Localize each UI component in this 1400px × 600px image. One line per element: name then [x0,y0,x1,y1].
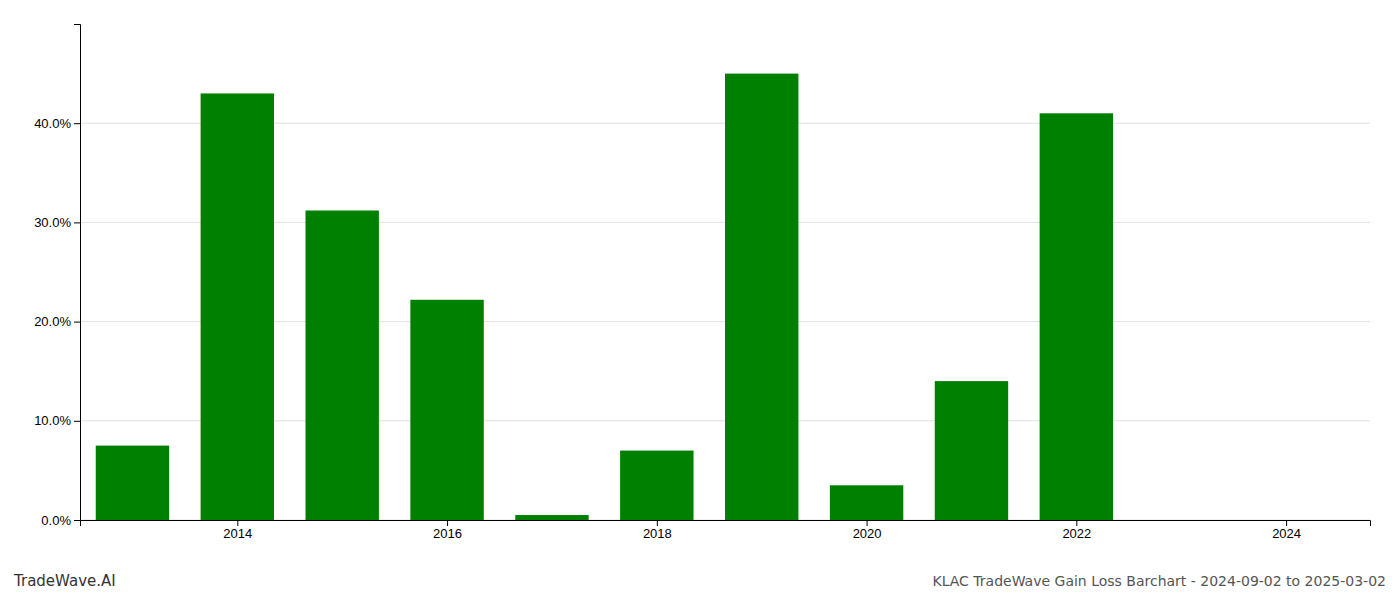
bar [935,381,1008,520]
x-tick-label: 2016 [433,526,462,541]
y-tick-label: 40.0% [34,116,71,131]
x-tick-mark [447,520,448,526]
x-tick-mark [657,520,658,526]
y-tick-label: 30.0% [34,215,71,230]
bar [96,446,169,520]
bar [620,451,693,520]
x-tick-label: 2022 [1062,526,1091,541]
y-tick: 10.0% [34,413,80,428]
x-tick-mark [237,520,238,526]
y-tick-mark [74,520,80,521]
x-tick-label: 2018 [643,526,672,541]
x-tick-label: 2024 [1272,526,1301,541]
x-tick: 2014 [223,520,252,541]
x-tick: 2020 [853,520,882,541]
x-tick: 2018 [643,520,672,541]
y-tick-mark [74,222,80,223]
y-tick: 20.0% [34,314,80,329]
bar [1040,113,1113,520]
y-tick-label: 10.0% [34,413,71,428]
plot: 0.0% 10.0% 20.0% 30.0% 40.0% 2014 2016 2018 2020… [34,25,1370,542]
x-tick-label: 2014 [223,526,252,541]
bar [1145,520,1218,521]
chart: 0.0% 10.0% 20.0% 30.0% 40.0% 2014 2016 2018 2020… [0,0,1400,600]
x-axis-line [81,521,1371,527]
y-tick: 0.0% [41,513,80,528]
bar [410,300,483,520]
y-tick-label: 0.0% [41,513,71,528]
x-tick-mark [1286,520,1287,526]
bar [201,93,274,520]
bar [305,210,378,520]
bar [515,515,588,520]
x-tick-mark [867,520,868,526]
y-axis-line [74,25,81,521]
y-tick-mark [74,421,80,422]
y-tick: 30.0% [34,215,80,230]
x-tick-label: 2020 [853,526,882,541]
y-axis: 0.0% 10.0% 20.0% 30.0% 40.0% [34,25,80,528]
watermark: TradeWave.AI [13,572,116,590]
y-tick-mark [74,322,80,323]
y-tick-label: 20.0% [34,314,71,329]
bar [725,74,798,520]
x-tick: 2016 [433,520,462,541]
bars [96,74,1113,520]
x-tick-mark [1076,520,1077,526]
x-axis: 2014 2016 2018 2020 2022 2024 [81,520,1371,541]
bar [830,485,903,520]
x-tick: 2024 [1272,520,1301,541]
y-tick: 40.0% [34,116,80,131]
x-tick: 2022 [1062,520,1091,541]
y-tick-mark [74,123,80,124]
title: KLAC TradeWave Gain Loss Barchart - 2024… [932,573,1386,589]
